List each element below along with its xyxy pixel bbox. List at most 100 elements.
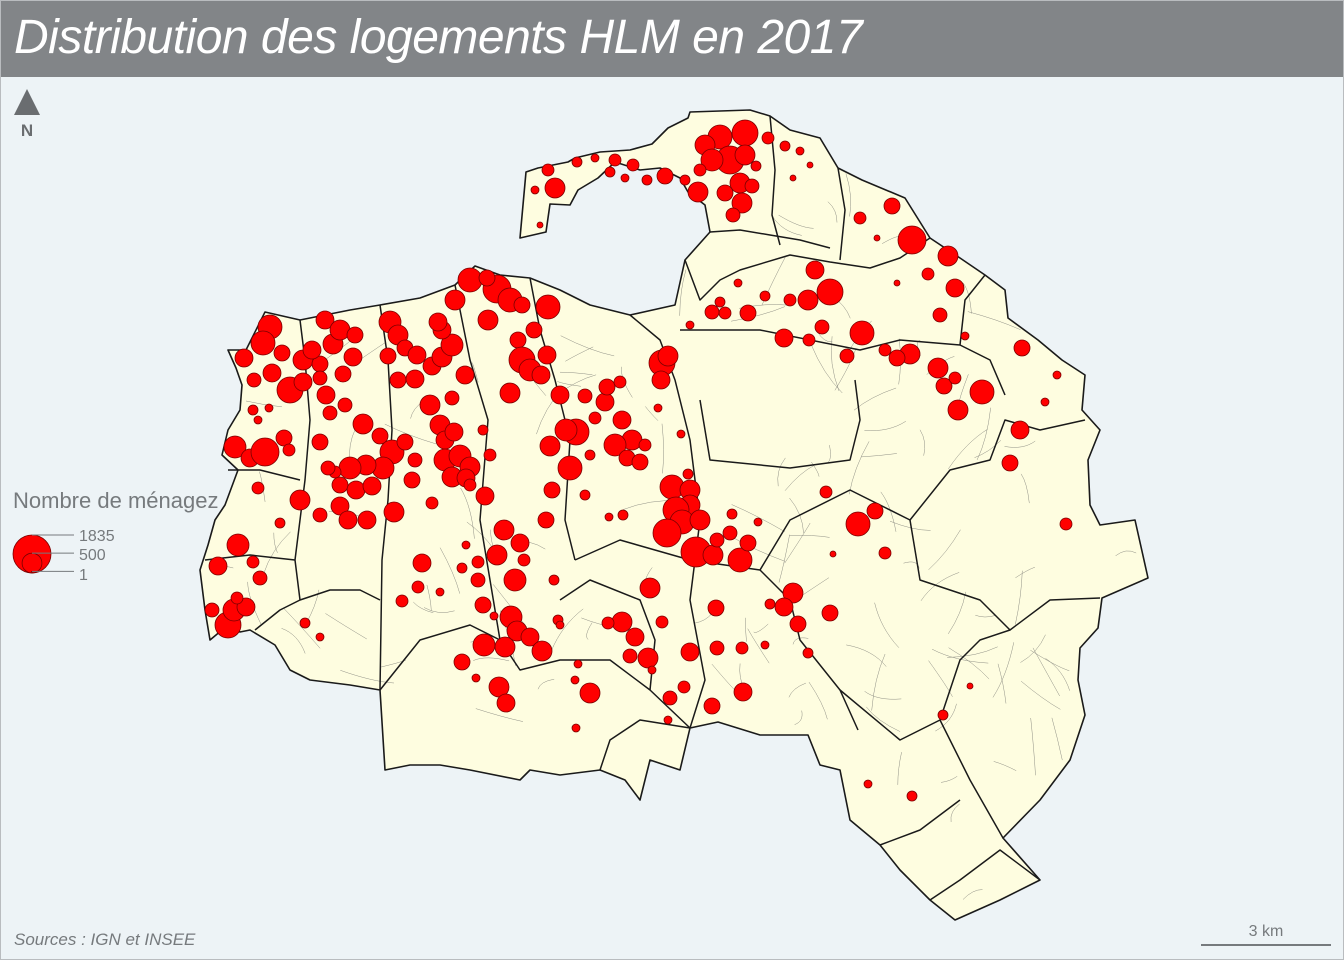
hlm-symbol [315,632,325,642]
hlm-symbol [725,207,741,223]
hlm-symbol [897,225,927,255]
hlm-symbol [731,192,753,214]
hlm-symbol [371,427,389,445]
hlm-symbol [1040,397,1050,407]
hlm-symbol [639,577,661,599]
hlm-symbol [455,365,475,385]
legend-symbols [12,534,74,574]
hlm-symbol [604,512,614,522]
hlm-symbol [866,502,884,520]
hlm-symbol [223,435,247,459]
legend-title: Nombre de ménagez [13,488,219,513]
hlm-symbol [530,185,540,195]
hlm-symbol [338,456,362,480]
hlm-symbol [334,365,352,383]
hlm-symbol [1010,420,1030,440]
hlm-symbol [463,478,477,492]
hlm-symbol [733,682,753,702]
hlm-symbol [783,293,797,307]
hlm-symbol [620,173,630,183]
hlm-symbol [411,580,425,594]
hlm-symbol [682,468,694,480]
hlm-symbol [709,532,725,548]
hlm-symbol [739,304,757,322]
hlm-symbol [510,533,530,553]
hlm-symbol [878,343,892,357]
hlm-symbol [503,568,527,592]
hlm-symbol [1059,517,1073,531]
hlm-symbol [478,269,496,287]
hlm-symbol [888,349,906,367]
hlm-symbol [662,690,678,706]
hlm-symbol [273,344,291,362]
hlm-symbol [525,321,543,339]
hlm-symbol [608,153,622,167]
hlm-symbol [531,365,551,385]
hlm-symbol [544,177,566,199]
hlm-symbol [816,278,844,306]
hlm-symbol [456,562,468,574]
hlm-symbol [412,553,432,573]
hlm-symbol [603,433,627,457]
hlm-symbol [543,481,561,499]
hlm-symbol [700,148,724,172]
hlm-symbol [346,326,364,344]
hlm-symbol [204,602,220,618]
hlm-symbol [357,510,377,530]
hlm-symbol [541,163,555,177]
hlm-symbol [444,390,460,406]
hlm-symbol [714,296,726,308]
title-bar: Distribution des logements HLM en 2017 [0,0,1344,77]
hlm-symbol [470,572,486,588]
hlm-symbol [496,693,516,713]
hlm-symbol [208,556,228,576]
hlm-symbol [960,331,970,341]
hlm-symbol [474,596,492,614]
hlm-symbol [676,429,686,439]
hlm-symbol [774,597,794,617]
hlm-symbol [579,489,591,501]
hlm-symbol [537,511,555,529]
hlm-symbol [921,267,935,281]
hlm-symbol [685,320,695,330]
hlm-symbol [656,167,674,185]
hlm-symbol [362,476,382,496]
hlm-symbol [312,507,328,523]
hlm-symbol [647,665,657,675]
north-arrow: N [12,88,42,144]
hlm-symbol [821,604,839,622]
legend-value-mid: 500 [79,547,106,564]
hlm-symbol [853,211,867,225]
hlm-symbol [520,627,540,647]
hlm-symbol [731,119,759,147]
hlm-symbol [428,312,448,332]
hlm-symbol [461,540,471,550]
hlm-symbol [535,294,561,320]
iris-boundaries [218,173,1137,900]
hlm-symbol [440,333,464,357]
hlm-symbol [557,455,583,481]
hlm-symbol [612,410,632,430]
hlm-symbol [789,615,807,633]
hlm-symbol [819,485,833,499]
hlm-symbol [937,709,949,721]
hlm-symbol [779,140,791,152]
hlm-symbol [509,331,527,349]
hlm-symbol [863,779,873,789]
hlm-symbol [759,290,771,302]
hlm-symbol [331,476,349,494]
hlm-symbol [383,501,405,523]
hlm-symbol [311,433,329,451]
hlm-symbol [555,620,565,630]
hlm-symbol [302,340,322,360]
hlm-symbol [252,570,268,586]
hlm-symbol [622,648,638,664]
hlm-symbol [651,370,671,390]
hlm-symbol [652,518,682,548]
hlm-symbol [571,156,583,168]
hlm-symbol [626,158,640,172]
hlm-symbol [718,306,732,320]
hlm-symbol [282,443,296,457]
hlm-symbol [611,611,633,633]
hlm-symbol [234,348,254,368]
